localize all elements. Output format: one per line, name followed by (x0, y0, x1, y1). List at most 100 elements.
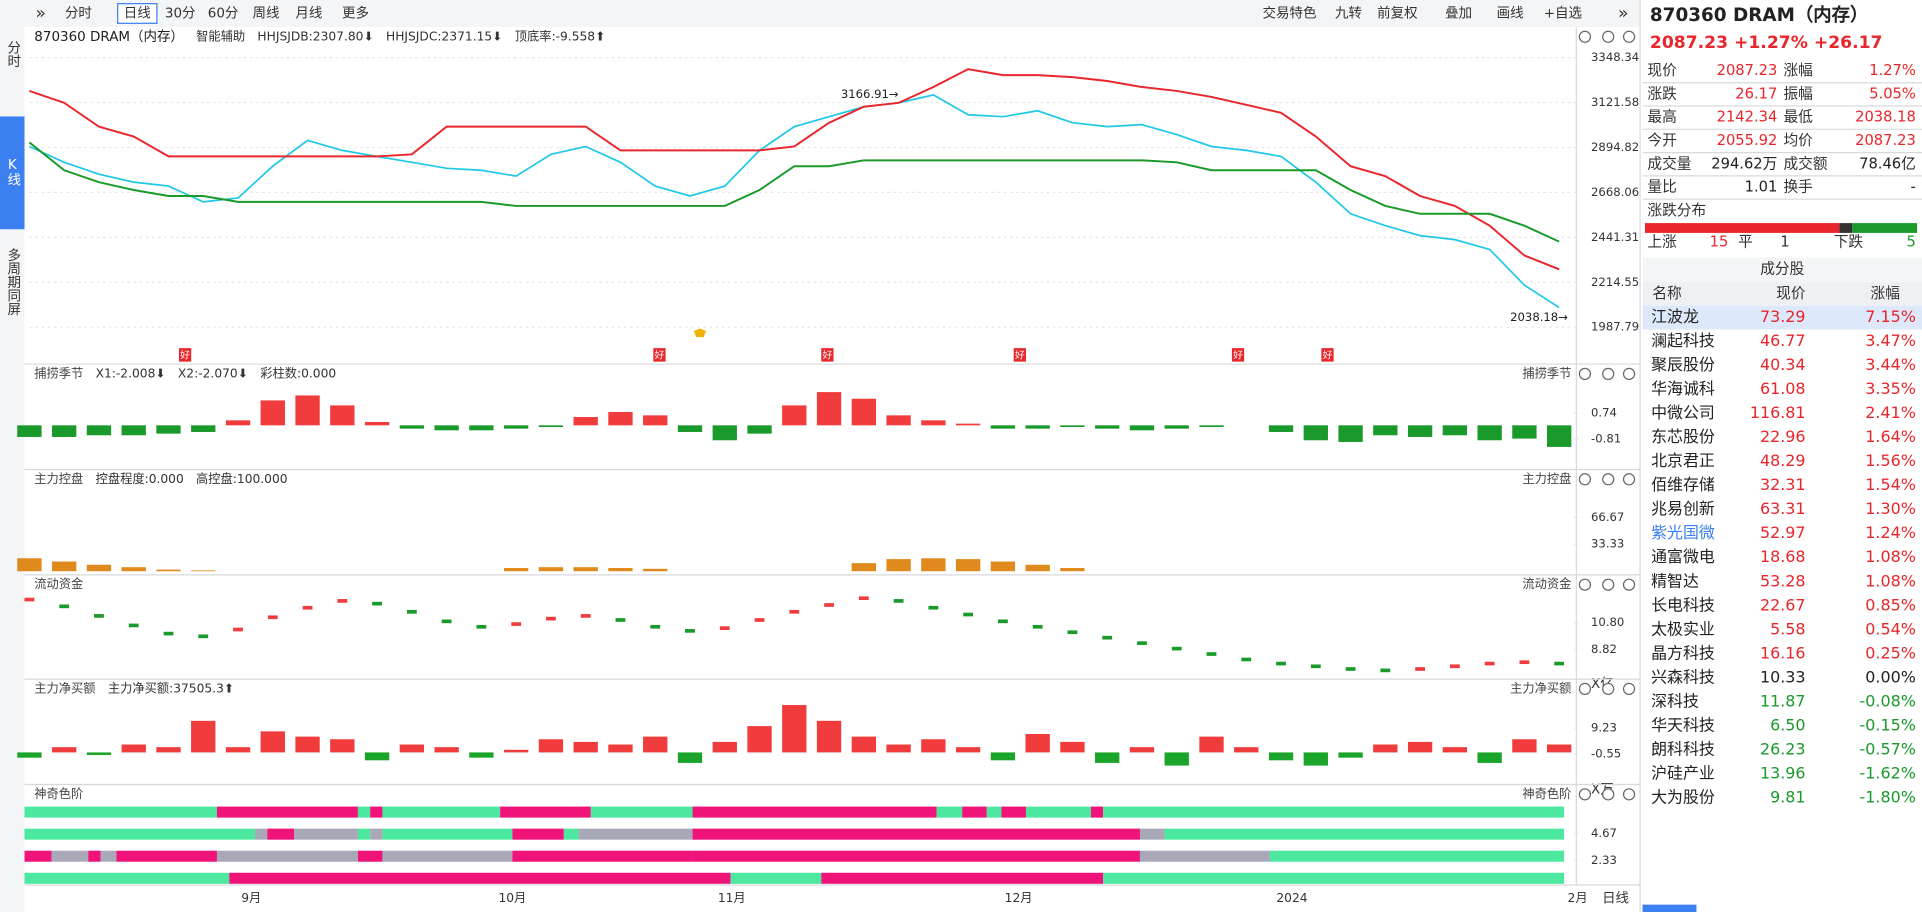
y-tick-label: 2894.82 (1591, 140, 1639, 154)
stock-name[interactable]: 太极实业 (1651, 619, 1715, 638)
panel-icon[interactable] (1602, 473, 1615, 486)
tool-button[interactable]: +自选 (1544, 5, 1582, 21)
bar (17, 425, 42, 437)
tab[interactable]: 60分 (208, 5, 239, 21)
bar (782, 405, 807, 426)
bar (1477, 425, 1502, 441)
bar (503, 567, 529, 572)
dot (615, 618, 626, 622)
stock-name[interactable]: 兴森科技 (1651, 667, 1715, 686)
dot (719, 626, 730, 630)
tab[interactable]: 分时 (65, 5, 92, 21)
panel-icon[interactable] (1578, 682, 1592, 696)
y-tick-label: 1987.79 (1591, 320, 1639, 334)
stock-name[interactable]: 北京君正 (1651, 451, 1715, 470)
dot (302, 605, 313, 610)
bar (990, 425, 1016, 429)
tool-button[interactable]: 前复权 (1377, 4, 1418, 21)
panel-icon[interactable] (1578, 367, 1592, 380)
stock-name[interactable]: 紫光国微 (1651, 523, 1715, 542)
stock-name[interactable]: 华海诚科 (1651, 379, 1715, 398)
stock-name[interactable]: 长电科技 (1651, 595, 1715, 614)
stock-name[interactable]: 聚辰股份 (1651, 355, 1715, 374)
color-band (267, 828, 295, 840)
bar (886, 744, 911, 753)
dot (128, 623, 139, 628)
stock-name[interactable]: 大为股份 (1651, 787, 1715, 806)
tab[interactable]: 周线 (253, 5, 280, 21)
panel-icon[interactable] (1622, 30, 1636, 43)
stock-name[interactable]: 沪硅产业 (1651, 763, 1715, 782)
color-band (692, 828, 1140, 840)
quote-label: 最高 (1647, 109, 1676, 126)
panel-icon[interactable] (1578, 578, 1592, 591)
column-header: 名称 (1652, 285, 1682, 302)
color-band (1001, 806, 1026, 818)
stock-name[interactable]: 佰维存储 (1651, 475, 1715, 494)
tab[interactable]: 更多 (342, 4, 369, 21)
sidebar-tab[interactable]: K线 (4, 157, 21, 187)
color-band (1164, 828, 1565, 840)
color-band (500, 806, 591, 818)
y-tick-label: -0.81 (1591, 431, 1621, 445)
tab[interactable]: 日线 (124, 5, 151, 21)
stock-name[interactable]: 东芯股份 (1651, 427, 1715, 446)
bar (52, 747, 77, 753)
color-band (100, 850, 117, 862)
panel-icon[interactable] (1578, 30, 1592, 43)
panel-icon[interactable] (1602, 682, 1615, 696)
color-band (590, 806, 693, 818)
collapse-icon[interactable]: » (36, 3, 46, 23)
color-band (962, 806, 987, 818)
bar (643, 415, 668, 426)
panel-icon[interactable] (1622, 367, 1636, 380)
panel-title-right: 捕捞季节 (1522, 365, 1571, 380)
bar (1164, 752, 1189, 766)
dot (546, 616, 556, 621)
stock-price: 116.81 (1750, 403, 1806, 422)
panel-icon[interactable] (1602, 30, 1615, 43)
dot (893, 599, 904, 603)
stock-name[interactable]: 朗科科技 (1651, 739, 1715, 758)
panel-icon[interactable] (1622, 578, 1636, 591)
tab[interactable]: 30分 (165, 5, 196, 21)
stock-change: 0.85% (1865, 595, 1916, 614)
sidebar-tab[interactable]: 多周期同屏 (4, 247, 21, 316)
tab[interactable]: 月线 (295, 5, 322, 21)
stock-name[interactable]: 精智达 (1651, 571, 1699, 590)
tool-button[interactable]: 交易特色 (1263, 4, 1317, 21)
distribution-text: 15 (1710, 234, 1729, 251)
bar (1373, 425, 1398, 436)
bar (1303, 752, 1328, 766)
stock-name[interactable]: 兆易创新 (1651, 499, 1715, 518)
panel-icon[interactable] (1602, 367, 1615, 380)
sidebar-tab[interactable]: 分时 (4, 40, 21, 67)
color-band (1103, 806, 1565, 818)
panel-title: 870360 DRAM（内存） (34, 29, 184, 45)
y-tick-label: 4.67 (1591, 826, 1617, 840)
stock-name[interactable]: 华天科技 (1651, 715, 1715, 734)
bar (990, 561, 1016, 572)
stock-name[interactable]: 江波龙 (1651, 307, 1699, 326)
dot (1449, 664, 1460, 669)
stock-name[interactable]: 晶方科技 (1651, 643, 1715, 662)
panel-icon[interactable] (1622, 473, 1636, 486)
bar (1164, 425, 1189, 429)
panel-icon[interactable] (1622, 788, 1636, 801)
panel-icon[interactable] (1578, 788, 1592, 801)
expand-icon[interactable]: » (1618, 3, 1628, 23)
tool-button[interactable]: 九转 (1335, 5, 1362, 21)
panel-icon[interactable] (1622, 682, 1636, 696)
panel-icon[interactable] (1602, 788, 1615, 801)
panel-icon[interactable] (1578, 473, 1592, 486)
stock-price: 13.96 (1760, 763, 1806, 782)
tool-button[interactable]: 叠加 (1445, 5, 1472, 21)
stock-name[interactable]: 通富微电 (1651, 547, 1715, 566)
tool-button[interactable]: 画线 (1497, 5, 1524, 21)
stock-name[interactable]: 深科技 (1651, 691, 1699, 710)
panel-icon[interactable] (1602, 578, 1615, 591)
stock-name[interactable]: 中微公司 (1651, 403, 1715, 422)
period-button[interactable]: 日线 (1602, 891, 1629, 907)
panel-title-right: 神奇色阶 (1522, 787, 1571, 801)
stock-name[interactable]: 澜起科技 (1651, 331, 1715, 350)
